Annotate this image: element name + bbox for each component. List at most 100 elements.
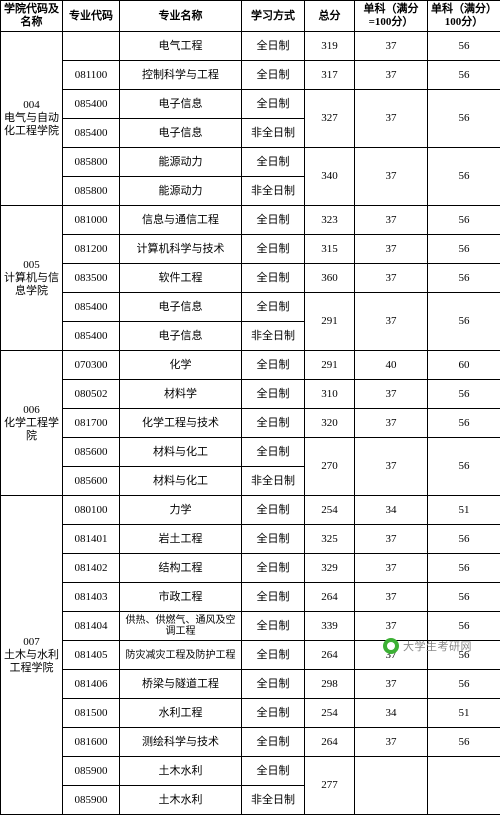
table-row: 081700化学工程与技术全日制3203756 <box>1 409 500 438</box>
sub1-cell: 37 <box>355 61 428 90</box>
watermark-text: 大学生考研网 <box>403 638 472 654</box>
hdr-total: 总分 <box>305 1 355 32</box>
mode-cell: 全日制 <box>242 148 305 177</box>
major-code-cell: 081402 <box>63 554 120 583</box>
score-table: 学院代码及名称 专业代码 专业名称 学习方式 总分 单科（满分=100分） 单科… <box>0 0 500 815</box>
sub2-cell: 56 <box>428 264 500 293</box>
mode-cell: 全日制 <box>242 612 305 641</box>
sub2-cell: 56 <box>428 293 500 351</box>
total-cell: 317 <box>305 61 355 90</box>
major-name-cell: 能源动力 <box>120 148 242 177</box>
major-code-cell: 085600 <box>63 467 120 496</box>
table-row: 083500软件工程全日制3603756 <box>1 264 500 293</box>
hdr-sub1: 单科（满分=100分） <box>355 1 428 32</box>
wechat-icon <box>383 638 399 654</box>
mode-cell: 全日制 <box>242 728 305 757</box>
major-code-cell: 085900 <box>63 786 120 815</box>
mode-cell: 全日制 <box>242 757 305 786</box>
sub1-cell: 34 <box>355 496 428 525</box>
total-cell: 291 <box>305 293 355 351</box>
major-code-cell: 081404 <box>63 612 120 641</box>
hdr-school: 学院代码及名称 <box>1 1 63 32</box>
hdr-mode: 学习方式 <box>242 1 305 32</box>
major-code-cell: 081000 <box>63 206 120 235</box>
table-row: 081403市政工程全日制2643756 <box>1 583 500 612</box>
total-cell: 264 <box>305 728 355 757</box>
table-row: 081402结构工程全日制3293756 <box>1 554 500 583</box>
table-row: 081401岩土工程全日制3253756 <box>1 525 500 554</box>
sub1-cell: 37 <box>355 728 428 757</box>
table-row: 085400电子信息全日制3273756 <box>1 90 500 119</box>
major-code-cell: 081401 <box>63 525 120 554</box>
major-code-cell: 081403 <box>63 583 120 612</box>
total-cell: 264 <box>305 583 355 612</box>
mode-cell: 全日制 <box>242 32 305 61</box>
total-cell: 315 <box>305 235 355 264</box>
major-name-cell: 水利工程 <box>120 699 242 728</box>
table-row: 081404供热、供燃气、通风及空调工程全日制3393756 <box>1 612 500 641</box>
mode-cell: 非全日制 <box>242 322 305 351</box>
major-name-cell: 材料与化工 <box>120 438 242 467</box>
major-name-cell: 材料与化工 <box>120 467 242 496</box>
table-row: 081200计算机科学与技术全日制3153756 <box>1 235 500 264</box>
sub2-cell: 56 <box>428 235 500 264</box>
table-row: 085900土木水利全日制277 <box>1 757 500 786</box>
sub2-cell: 56 <box>428 670 500 699</box>
major-code-cell: 085800 <box>63 148 120 177</box>
sub2-cell <box>428 757 500 815</box>
total-cell: 339 <box>305 612 355 641</box>
sub2-cell: 56 <box>428 583 500 612</box>
sub1-cell <box>355 757 428 815</box>
total-cell: 340 <box>305 148 355 206</box>
table-row: 005计算机与信息学院081000信息与通信工程全日制3233756 <box>1 206 500 235</box>
total-cell: 327 <box>305 90 355 148</box>
sub2-cell: 56 <box>428 612 500 641</box>
school-cell: 006化学工程学院 <box>1 351 63 496</box>
major-code-cell: 080502 <box>63 380 120 409</box>
major-name-cell: 桥梁与隧道工程 <box>120 670 242 699</box>
mode-cell: 全日制 <box>242 438 305 467</box>
table-row: 085600材料与化工全日制2703756 <box>1 438 500 467</box>
mode-cell: 非全日制 <box>242 786 305 815</box>
total-cell: 291 <box>305 351 355 380</box>
major-name-cell: 力学 <box>120 496 242 525</box>
hdr-major-code: 专业代码 <box>63 1 120 32</box>
major-name-cell: 供热、供燃气、通风及空调工程 <box>120 612 242 641</box>
sub2-cell: 56 <box>428 380 500 409</box>
major-code-cell: 085400 <box>63 90 120 119</box>
mode-cell: 全日制 <box>242 641 305 670</box>
major-name-cell: 土木水利 <box>120 786 242 815</box>
major-code-cell: 085400 <box>63 119 120 148</box>
mode-cell: 全日制 <box>242 670 305 699</box>
sub2-cell: 56 <box>428 90 500 148</box>
major-code-cell: 081405 <box>63 641 120 670</box>
sub2-cell: 56 <box>428 148 500 206</box>
sub1-cell: 37 <box>355 235 428 264</box>
major-code-cell: 080100 <box>63 496 120 525</box>
total-cell: 319 <box>305 32 355 61</box>
mode-cell: 全日制 <box>242 90 305 119</box>
sub2-cell: 56 <box>428 525 500 554</box>
sub2-cell: 60 <box>428 351 500 380</box>
table-row: 081600测绘科学与技术全日制2643756 <box>1 728 500 757</box>
mode-cell: 全日制 <box>242 264 305 293</box>
sub2-cell: 51 <box>428 699 500 728</box>
total-cell: 325 <box>305 525 355 554</box>
major-code-cell: 070300 <box>63 351 120 380</box>
major-name-cell: 结构工程 <box>120 554 242 583</box>
watermark: 大学生考研网 <box>383 638 472 654</box>
total-cell: 329 <box>305 554 355 583</box>
table-row: 080502材料学全日制3103756 <box>1 380 500 409</box>
sub2-cell: 56 <box>428 206 500 235</box>
mode-cell: 非全日制 <box>242 177 305 206</box>
mode-cell: 非全日制 <box>242 119 305 148</box>
sub1-cell: 37 <box>355 206 428 235</box>
major-name-cell: 岩土工程 <box>120 525 242 554</box>
major-name-cell: 控制科学与工程 <box>120 61 242 90</box>
major-name-cell: 计算机科学与技术 <box>120 235 242 264</box>
sub1-cell: 40 <box>355 351 428 380</box>
major-name-cell: 电气工程 <box>120 32 242 61</box>
sub1-cell: 37 <box>355 670 428 699</box>
total-cell: 320 <box>305 409 355 438</box>
sub1-cell: 37 <box>355 438 428 496</box>
